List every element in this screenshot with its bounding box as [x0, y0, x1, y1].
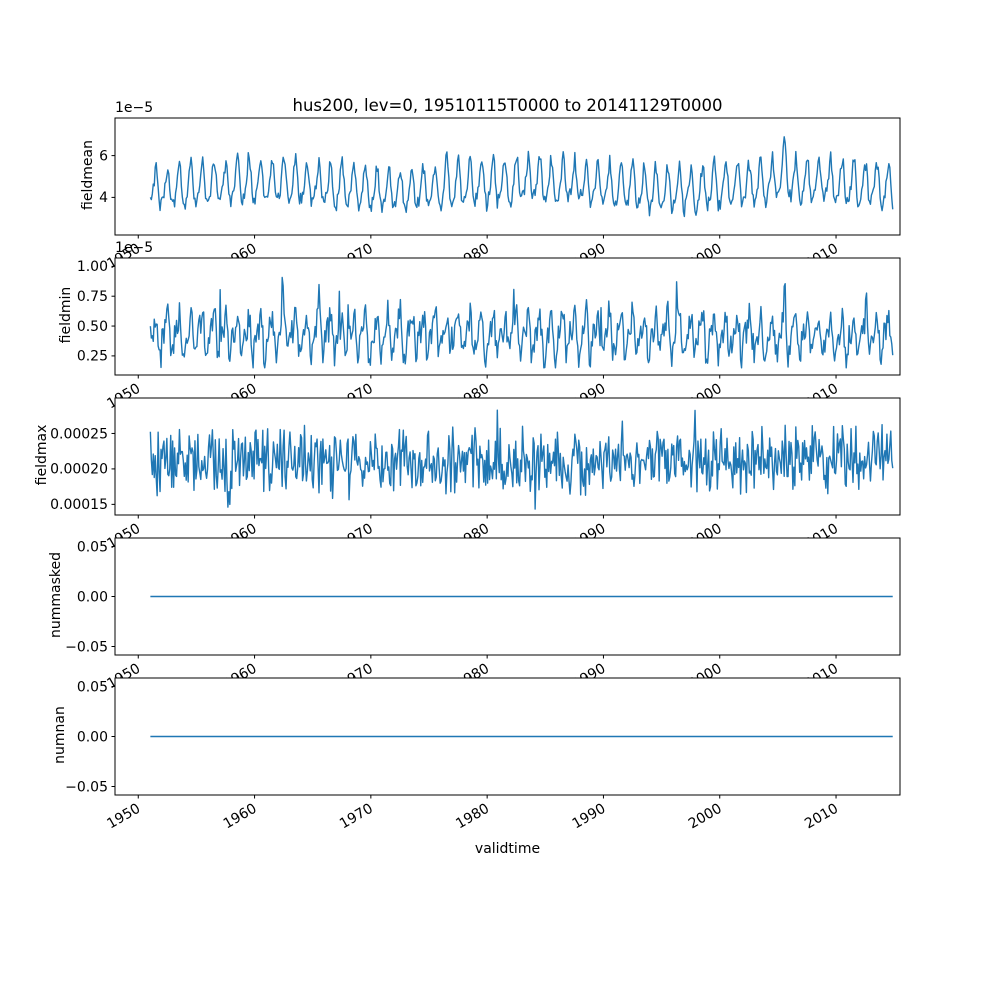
x-tick-label: 1970	[337, 801, 376, 833]
ylabel-fieldmax: fieldmax	[34, 424, 50, 486]
ylabel-fieldmin: fieldmin	[58, 286, 74, 344]
y-tick-label: −0.05	[65, 779, 108, 795]
y-tick-label: 0.00	[77, 589, 108, 605]
ylabel-numnan: numnan	[52, 706, 68, 764]
y-tick-label: 0.75	[77, 289, 108, 305]
y-tick-label: 0.05	[77, 539, 108, 555]
y-tick-label: 0.25	[77, 349, 108, 365]
x-tick-label: 1980	[453, 801, 492, 833]
y-tick-label: 1.00	[77, 259, 108, 275]
x-tick-label: 1950	[104, 801, 143, 833]
chart-title: hus200, lev=0, 19510115T0000 to 20141129…	[292, 96, 723, 115]
data-line	[149, 136, 894, 218]
x-tick-label: 1960	[221, 801, 260, 833]
y-tick-label: 6	[99, 148, 108, 164]
y-tick-label: 4	[99, 190, 108, 206]
axes-frame	[114, 257, 901, 376]
offset-text-fieldmin: 1e−5	[115, 240, 154, 256]
ylabel-fieldmean: fieldmean	[80, 140, 96, 210]
x-tick-label: 1990	[570, 801, 609, 833]
y-tick-label: 0.00020	[50, 462, 108, 478]
subplot-numnan: −0.05 0.00 0.05 1950 1960 1970 1980 1990 2000 201…	[65, 677, 901, 833]
y-tick-label: 0.05	[77, 679, 108, 695]
offset-text-fieldmean: 1e−5	[115, 100, 154, 116]
data-line	[149, 276, 894, 369]
y-tick-label: 0.00	[77, 729, 108, 745]
x-axis-label: validtime	[474, 841, 541, 857]
y-tick-label: 0.00015	[50, 497, 108, 513]
y-tick-label: 0.50	[77, 319, 108, 335]
axes-frame	[114, 117, 901, 236]
x-tick-label: 2000	[686, 801, 725, 833]
plot-background	[115, 258, 900, 375]
ylabel-nummasked: nummasked	[48, 552, 64, 639]
x-tick-label: 2010	[802, 801, 841, 833]
data-line	[149, 409, 894, 510]
axes-frame	[114, 397, 901, 516]
y-tick-label: 0.00025	[50, 426, 108, 442]
y-tick-label: −0.05	[65, 639, 108, 655]
